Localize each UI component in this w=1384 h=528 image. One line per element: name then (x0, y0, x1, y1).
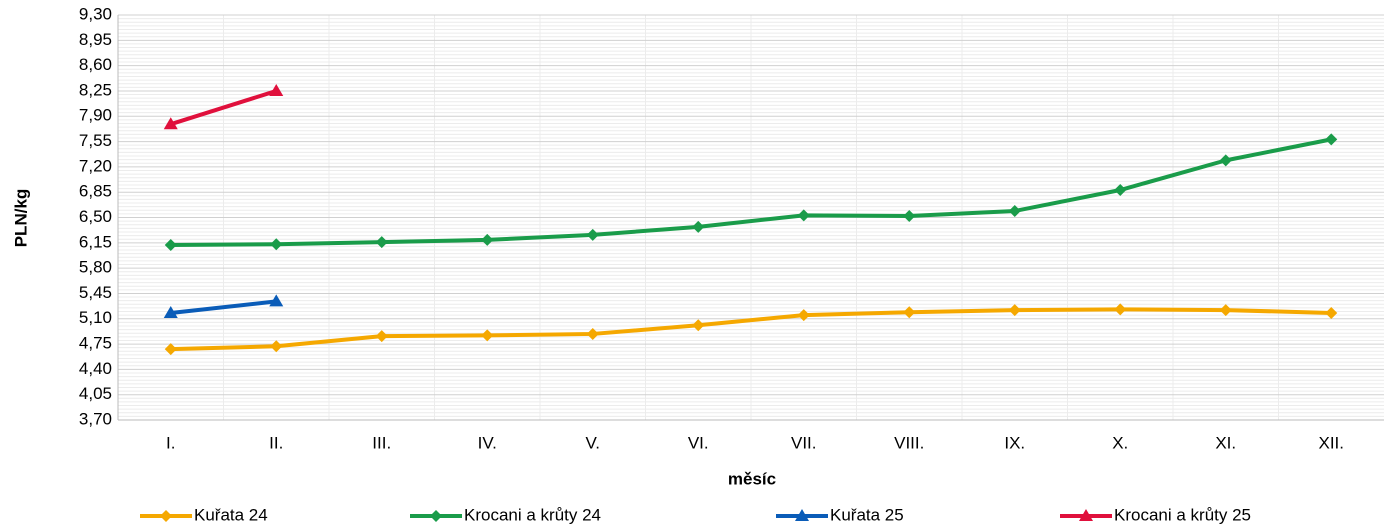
y-tick-label: 6,15 (79, 232, 112, 251)
marker (375, 236, 388, 249)
y-tick-label: 4,40 (79, 359, 112, 378)
marker (1008, 204, 1021, 217)
marker (1325, 133, 1338, 146)
marker (692, 319, 705, 332)
x-tick-label: V. (585, 433, 600, 452)
marker (1114, 303, 1127, 316)
x-tick-label: VI. (688, 433, 709, 452)
x-tick-label: X. (1112, 433, 1128, 452)
marker (481, 329, 494, 342)
marker (586, 327, 599, 340)
legend-label: Kuřata 24 (194, 505, 268, 524)
y-tick-label: 8,95 (79, 30, 112, 49)
marker (269, 294, 284, 307)
y-tick-label: 7,90 (79, 106, 112, 125)
marker (1114, 184, 1127, 197)
marker (1325, 306, 1338, 319)
legend-label: Kuřata 25 (830, 505, 904, 524)
marker (164, 238, 177, 251)
marker (692, 220, 705, 233)
x-tick-label: VII. (791, 433, 817, 452)
x-axis-title: měsíc (728, 469, 776, 488)
x-tick-label: IV. (478, 433, 497, 452)
marker (1219, 154, 1232, 167)
legend-label: Krocani a krůty 25 (1114, 505, 1251, 524)
legend-marker (1079, 509, 1093, 521)
y-tick-label: 6,85 (79, 182, 112, 201)
x-tick-label: XI. (1215, 433, 1236, 452)
y-tick-label: 8,60 (79, 55, 112, 74)
x-tick-label: II. (269, 433, 283, 452)
marker (797, 309, 810, 322)
marker (481, 233, 494, 246)
marker (375, 330, 388, 343)
legend-marker (795, 509, 809, 521)
series-line (170, 307, 1332, 352)
y-tick-label: 5,45 (79, 283, 112, 302)
y-tick-label: 9,30 (79, 4, 112, 23)
marker (269, 83, 284, 96)
y-tick-label: 4,75 (79, 334, 112, 353)
marker (1219, 304, 1232, 317)
y-axis-title: PLN/kg (11, 189, 30, 248)
series-line (170, 89, 277, 127)
marker (903, 210, 916, 223)
marker (903, 306, 916, 319)
x-tick-label: III. (372, 433, 391, 452)
series-line (170, 137, 1332, 247)
y-tick-label: 7,20 (79, 156, 112, 175)
legend-marker (430, 510, 442, 522)
y-tick-label: 7,55 (79, 131, 112, 150)
marker (270, 340, 283, 353)
y-tick-label: 6,50 (79, 207, 112, 226)
y-tick-label: 4,05 (79, 384, 112, 403)
marker (164, 343, 177, 356)
marker (586, 228, 599, 241)
x-tick-label: XII. (1318, 433, 1344, 452)
marker (1008, 304, 1021, 317)
marker (163, 117, 178, 130)
marker (270, 238, 283, 251)
y-tick-label: 5,10 (79, 308, 112, 327)
x-tick-label: IX. (1004, 433, 1025, 452)
y-tick-label: 3,70 (79, 409, 112, 428)
legend-label: Krocani a krůty 24 (464, 505, 601, 524)
x-tick-label: VIII. (894, 433, 924, 452)
y-tick-label: 8,25 (79, 80, 112, 99)
x-tick-label: I. (166, 433, 175, 452)
legend-marker (160, 510, 172, 522)
marker (163, 305, 178, 318)
y-tick-label: 5,80 (79, 258, 112, 277)
series-line (170, 299, 277, 315)
marker (797, 209, 810, 222)
